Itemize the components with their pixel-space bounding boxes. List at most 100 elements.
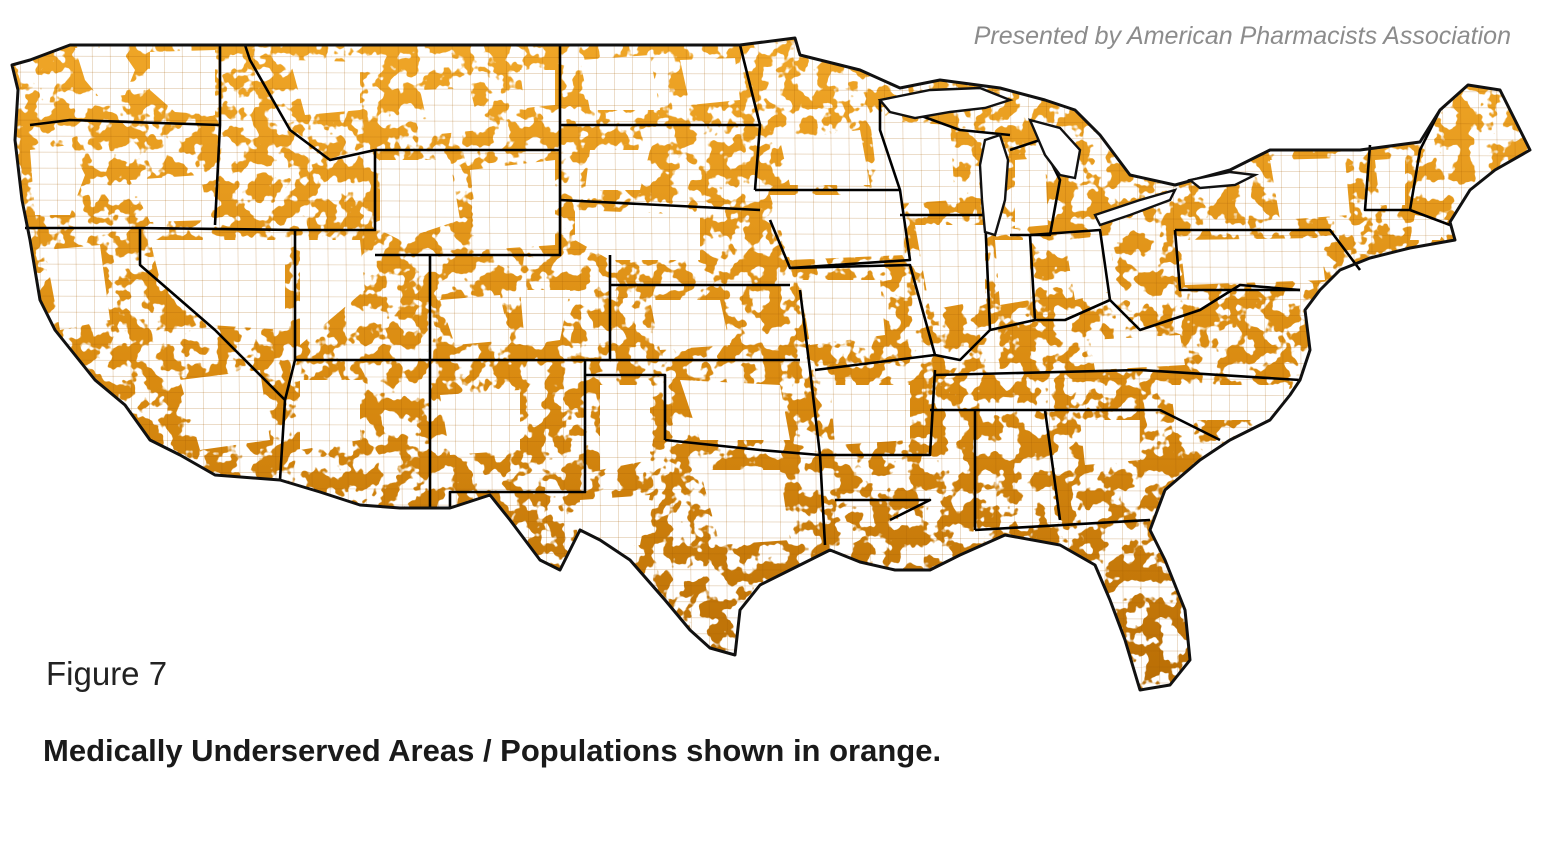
county-line <box>703 38 711 690</box>
county-line <box>685 38 693 690</box>
served-region <box>1270 158 1350 220</box>
county-line <box>12 647 1530 653</box>
county-line <box>12 199 1530 205</box>
served-region <box>700 470 790 545</box>
county-line <box>1532 30 1538 700</box>
served-region <box>45 245 110 330</box>
great-lakes <box>877 86 1260 237</box>
county-line <box>12 359 1530 365</box>
lake-superior <box>877 86 1014 120</box>
served-region <box>580 55 660 110</box>
served-region <box>300 380 360 450</box>
served-region <box>150 240 285 330</box>
state-border <box>738 44 762 191</box>
state-border <box>835 498 932 522</box>
served-region <box>440 390 520 455</box>
state-border <box>585 373 667 440</box>
state-border <box>974 518 1151 532</box>
county-line <box>667 38 675 690</box>
served-region <box>1080 420 1140 465</box>
state-border <box>1109 283 1301 332</box>
state-border <box>1100 408 1221 442</box>
lake-huron <box>1027 118 1082 180</box>
county-line <box>1315 38 1323 690</box>
county-line <box>12 679 1530 685</box>
served-region <box>680 58 740 105</box>
served-region <box>1375 158 1405 205</box>
lake-erie <box>1093 188 1178 227</box>
served-region <box>870 120 955 205</box>
served-region <box>915 225 985 310</box>
state-border <box>283 359 297 401</box>
county-line <box>12 615 1530 621</box>
credit-text: Presented by American Pharmacists Associ… <box>973 22 1511 50</box>
lake-ontario <box>1187 170 1260 190</box>
lake-michigan <box>978 133 1010 237</box>
state-border <box>1173 229 1300 292</box>
served-region <box>180 370 270 450</box>
state-border <box>1009 138 1062 237</box>
state-border <box>934 214 992 362</box>
county-line <box>1405 38 1413 690</box>
county-line <box>12 599 1530 605</box>
county-line <box>12 279 1530 285</box>
served-region <box>600 385 650 470</box>
served-region <box>300 240 365 345</box>
state-border <box>1139 368 1301 382</box>
state-border <box>878 100 902 191</box>
county-line <box>12 263 1530 269</box>
served-region <box>1170 385 1290 420</box>
state-border <box>1363 144 1451 227</box>
served-region <box>440 295 510 345</box>
county-line <box>12 167 1530 173</box>
map-caption: Medically Underserved Areas / Population… <box>43 733 942 768</box>
served-region <box>290 60 360 115</box>
county-line <box>12 183 1530 189</box>
served-region <box>995 240 1030 305</box>
county-line <box>12 327 1530 333</box>
figure-label: Figure 7 <box>46 655 168 692</box>
state-border <box>1043 409 1062 521</box>
state-border <box>243 44 376 162</box>
state-border <box>138 228 287 481</box>
county-line <box>1387 38 1395 690</box>
state-border <box>295 150 377 232</box>
state-border <box>1175 228 1362 271</box>
county-line <box>739 38 747 690</box>
state-border <box>375 150 562 257</box>
county-line <box>12 295 1530 301</box>
served-region <box>30 145 85 215</box>
served-region <box>780 130 870 185</box>
county-line <box>12 343 1530 349</box>
county-line <box>0 696 1544 700</box>
county-line <box>12 311 1530 317</box>
county-line <box>12 663 1530 669</box>
state-border <box>934 368 1141 377</box>
state-borders <box>25 44 1451 546</box>
state-border <box>664 438 821 457</box>
served-region <box>1015 158 1048 228</box>
county-line <box>12 247 1530 253</box>
state-border <box>213 45 222 226</box>
served-region <box>650 300 730 350</box>
us-map <box>0 30 1544 700</box>
county-line <box>12 631 1530 637</box>
country-outline <box>10 36 1532 692</box>
served-region <box>680 380 790 440</box>
state-border <box>755 188 912 270</box>
state-border <box>448 360 587 508</box>
county-line <box>1333 38 1341 690</box>
state-border <box>820 369 937 457</box>
county-line <box>1351 38 1359 690</box>
county-line <box>12 583 1530 589</box>
served-region <box>470 160 555 250</box>
state-border <box>29 118 221 127</box>
state-border <box>798 289 827 546</box>
county-line <box>721 38 729 690</box>
served-region <box>520 290 570 345</box>
served-regions <box>30 48 1448 555</box>
served-region <box>420 88 480 135</box>
served-areas-speckle <box>12 38 1530 690</box>
county-line <box>12 391 1530 397</box>
served-region <box>75 48 135 98</box>
